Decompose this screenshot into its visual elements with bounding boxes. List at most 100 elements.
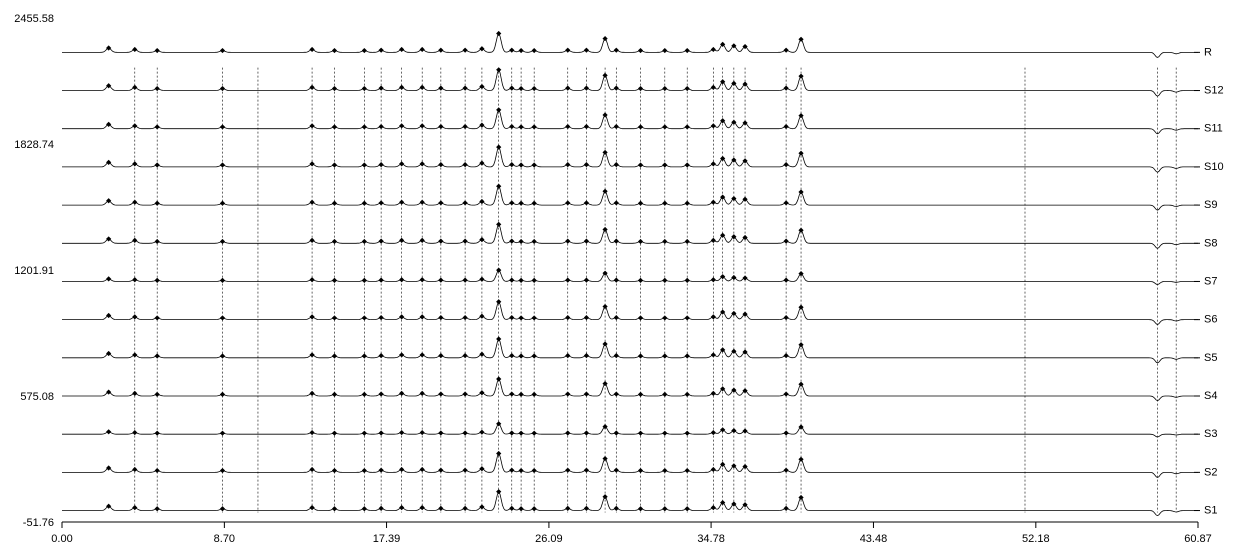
peak-marker <box>614 353 619 358</box>
peak-marker <box>309 352 314 357</box>
peak-marker <box>784 430 789 435</box>
peak-marker <box>362 278 367 283</box>
peak-marker <box>220 48 225 53</box>
peak-marker <box>132 430 137 435</box>
peak-marker <box>662 124 667 129</box>
peak-marker <box>496 299 501 304</box>
chromatogram-stack: S1S2S3S4S5S6S7S8S9S10S11S12R 0.008.7017.… <box>0 0 1240 556</box>
peak-marker <box>662 86 667 91</box>
peak-marker <box>509 430 514 435</box>
peak-marker <box>519 431 524 436</box>
peak-marker <box>399 277 404 282</box>
peak-marker <box>519 239 524 244</box>
peak-marker <box>638 353 643 358</box>
peak-marker <box>784 48 789 53</box>
peak-marker <box>106 276 111 281</box>
peak-marker <box>509 391 514 396</box>
y-tick-label: 2455.58 <box>14 13 54 25</box>
peak-marker <box>155 315 160 320</box>
peak-marker <box>106 389 111 394</box>
peak-marker <box>798 457 803 462</box>
peak-marker <box>784 506 789 511</box>
peak-marker <box>509 506 514 511</box>
peak-marker <box>602 150 607 155</box>
peak-marker <box>532 278 537 283</box>
peak-marker <box>155 392 160 397</box>
peak-marker <box>685 315 690 320</box>
peak-marker <box>509 86 514 91</box>
peak-marker <box>132 161 137 166</box>
trace-label-S5: S5 <box>1204 352 1217 364</box>
peak-marker <box>362 162 367 167</box>
peak-marker <box>798 228 803 233</box>
peak-marker <box>438 391 443 396</box>
peak-marker <box>685 48 690 53</box>
peak-marker <box>720 274 725 279</box>
peak-marker <box>638 201 643 206</box>
peak-marker <box>711 123 716 128</box>
peak-marker <box>309 200 314 205</box>
peak-marker <box>106 313 111 318</box>
peak-marker <box>614 200 619 205</box>
peak-marker <box>155 468 160 473</box>
peak-marker <box>132 47 137 52</box>
peak-marker <box>711 467 716 472</box>
x-tick-label: 26.09 <box>535 533 563 545</box>
peak-marker <box>362 86 367 91</box>
peak-marker <box>362 315 367 320</box>
peak-marker <box>132 391 137 396</box>
peak-marker <box>602 112 607 117</box>
peak-marker <box>420 430 425 435</box>
peak-marker <box>220 315 225 320</box>
trace-S6: S6 <box>62 299 1217 326</box>
peak-marker <box>463 124 468 129</box>
peak-marker <box>420 161 425 166</box>
peak-marker <box>532 201 537 206</box>
peak-marker <box>155 124 160 129</box>
peak-marker <box>420 123 425 128</box>
peak-marker <box>463 48 468 53</box>
peak-marker <box>362 239 367 244</box>
peak-marker <box>519 278 524 283</box>
peak-marker <box>602 341 607 346</box>
trace-label-S2: S2 <box>1204 466 1217 478</box>
peak-marker <box>438 430 443 435</box>
peak-marker <box>784 86 789 91</box>
peak-marker <box>711 238 716 243</box>
peak-marker <box>565 86 570 91</box>
peak-marker <box>463 430 468 435</box>
peak-marker <box>662 239 667 244</box>
peak-marker <box>106 236 111 241</box>
peak-marker <box>519 506 524 511</box>
peak-marker <box>379 430 384 435</box>
peak-marker <box>638 124 643 129</box>
peak-marker <box>565 353 570 358</box>
peak-marker <box>798 113 803 118</box>
peak-marker <box>438 86 443 91</box>
peak-marker <box>509 200 514 205</box>
peak-marker <box>720 427 725 432</box>
peak-marker <box>309 161 314 166</box>
peak-marker <box>496 145 501 150</box>
peak-marker <box>784 315 789 320</box>
peak-marker <box>602 456 607 461</box>
y-tick-label: 575.08 <box>20 391 54 403</box>
peak-marker <box>602 494 607 499</box>
peak-marker <box>584 430 589 435</box>
peak-marker <box>155 506 160 511</box>
peak-marker <box>784 162 789 167</box>
peak-marker <box>362 506 367 511</box>
peak-marker <box>309 314 314 319</box>
peak-marker <box>132 467 137 472</box>
peak-marker <box>662 315 667 320</box>
peak-marker <box>132 277 137 282</box>
peak-marker <box>106 504 111 509</box>
peak-marker <box>106 429 111 434</box>
peak-marker <box>496 451 501 456</box>
peak-marker <box>438 48 443 53</box>
peak-marker <box>379 315 384 320</box>
peak-marker <box>565 238 570 243</box>
peak-marker <box>379 86 384 91</box>
trace-R: R <box>62 31 1212 58</box>
peak-marker <box>132 123 137 128</box>
